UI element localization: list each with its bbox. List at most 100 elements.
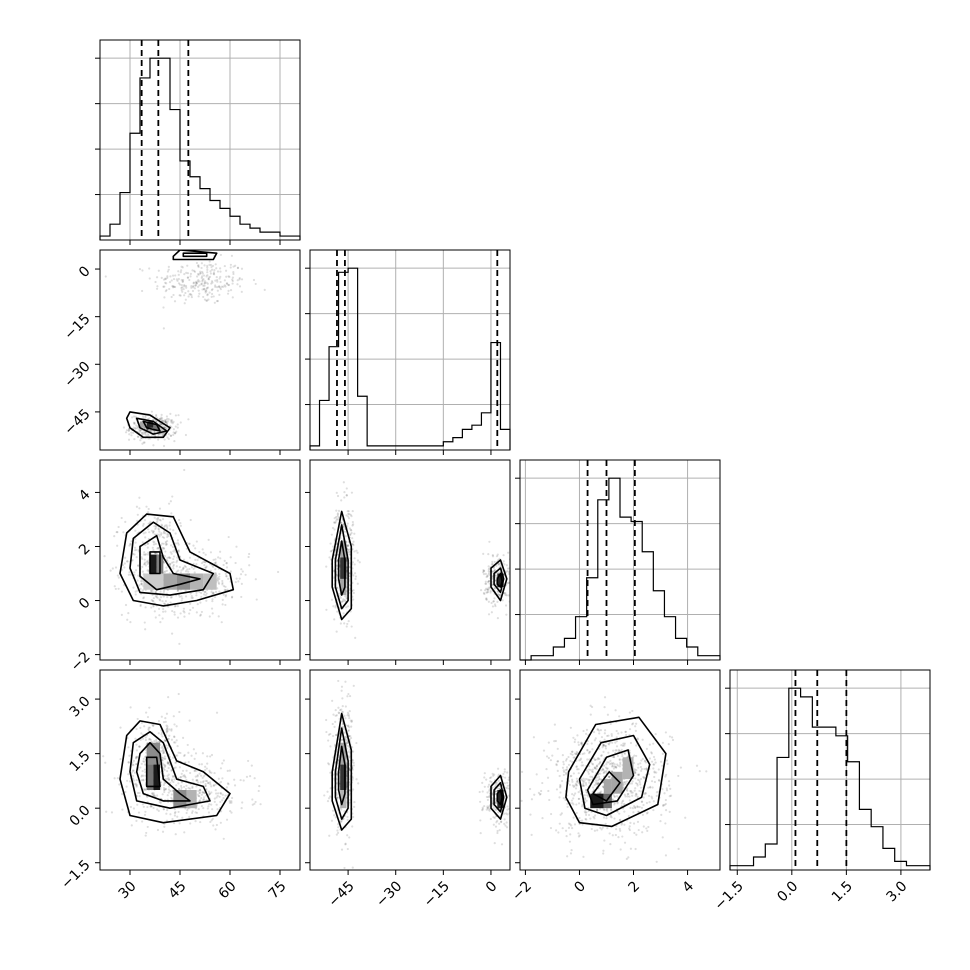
sample-point (172, 285, 175, 288)
sample-point (124, 520, 127, 523)
sample-point (346, 744, 350, 748)
sample-point (645, 812, 649, 815)
sample-point (346, 522, 349, 525)
sample-point (178, 766, 182, 769)
density-cell (603, 793, 612, 809)
sample-point (613, 765, 616, 768)
sample-point (599, 807, 602, 810)
sample-point (197, 264, 200, 268)
sample-point (213, 771, 216, 775)
sample-point (574, 792, 577, 795)
sample-point (583, 779, 586, 782)
sample-point (173, 735, 176, 739)
sample-point (343, 622, 346, 625)
sample-point (352, 761, 355, 765)
sample-point (163, 602, 167, 606)
sample-point (170, 426, 173, 429)
sample-point (200, 804, 204, 808)
sample-point (583, 752, 586, 755)
sample-point (488, 789, 491, 792)
sample-point (182, 785, 186, 789)
sample-point (335, 516, 338, 519)
sample-point (241, 570, 244, 573)
sample-point (343, 496, 346, 499)
sample-point (578, 816, 581, 820)
sample-point (168, 521, 172, 524)
sample-point (652, 755, 656, 759)
sample-point (200, 774, 203, 777)
sample-point (487, 568, 490, 571)
sample-point (164, 290, 167, 293)
sample-point (590, 827, 593, 831)
sample-point (608, 775, 611, 778)
sample-point (613, 801, 616, 805)
sample-point (163, 285, 166, 288)
sample-point (197, 794, 200, 798)
sample-point (489, 817, 492, 821)
sample-point (600, 769, 603, 772)
sample-point (606, 809, 609, 813)
sample-point (120, 613, 123, 616)
sample-point (188, 719, 191, 722)
sample-point (602, 816, 606, 819)
sample-point (205, 288, 208, 291)
sample-point (179, 776, 182, 779)
sample-point (493, 570, 496, 573)
sample-point (121, 563, 124, 567)
sample-point (511, 813, 513, 815)
sample-point (183, 831, 186, 834)
sample-point (189, 275, 192, 278)
sample-point (118, 783, 121, 786)
sample-point (129, 542, 132, 545)
sample-point (170, 295, 173, 299)
sample-point (207, 805, 210, 808)
sample-point (555, 763, 558, 766)
sample-point (185, 286, 188, 289)
sample-point (633, 761, 636, 765)
sample-point (492, 806, 496, 809)
sample-point (191, 785, 194, 788)
sample-point (172, 822, 176, 825)
sample-point (166, 525, 169, 528)
sample-point (612, 761, 615, 765)
sample-point (169, 528, 172, 531)
sample-point (496, 831, 499, 835)
sample-point (570, 824, 573, 827)
sample-point (168, 778, 171, 781)
sample-point (124, 790, 127, 794)
sample-point (577, 768, 580, 771)
sample-point (677, 847, 680, 851)
sample-point (554, 739, 558, 743)
sample-point (587, 813, 591, 817)
sample-point (172, 563, 175, 567)
sample-point (198, 292, 201, 295)
contour-line (592, 770, 621, 802)
sample-point (356, 551, 359, 554)
pair-panel-3-2 (515, 669, 721, 875)
sample-point (506, 567, 510, 570)
sample-point (174, 414, 178, 417)
sample-point (577, 832, 580, 835)
sample-point (606, 807, 609, 811)
sample-point (337, 826, 340, 829)
sample-point (645, 767, 648, 770)
sample-point (482, 569, 485, 572)
sample-point (585, 811, 588, 814)
sample-point (607, 734, 610, 737)
sample-point (178, 822, 181, 825)
sample-point (131, 558, 134, 562)
sample-point (143, 725, 146, 728)
sample-point (336, 515, 339, 518)
sample-point (177, 751, 180, 754)
sample-point (562, 760, 565, 763)
sample-point (134, 590, 137, 593)
sample-point (335, 630, 338, 633)
sample-point (580, 743, 584, 746)
sample-point (216, 270, 220, 273)
sample-point (652, 763, 655, 766)
sample-point (655, 794, 658, 797)
sample-point (163, 825, 166, 828)
sample-point (257, 789, 260, 793)
sample-point (481, 808, 484, 811)
sample-point (158, 800, 161, 804)
